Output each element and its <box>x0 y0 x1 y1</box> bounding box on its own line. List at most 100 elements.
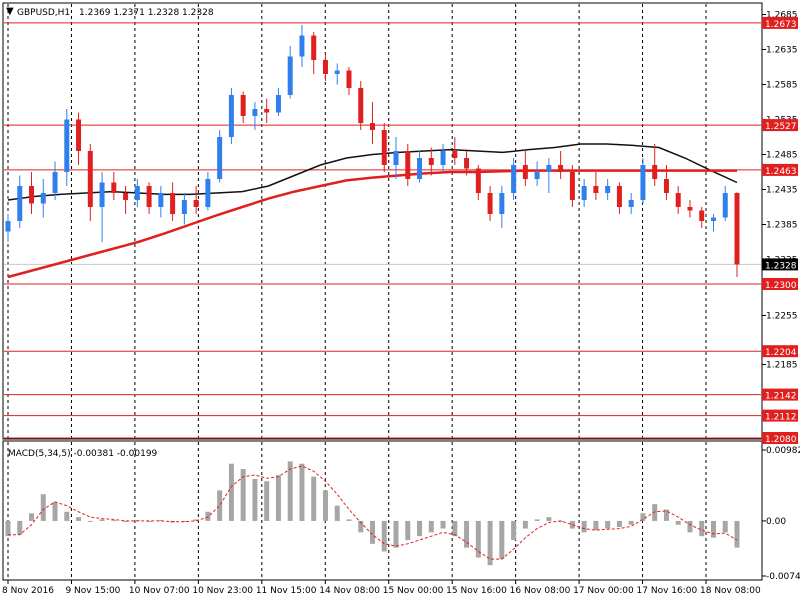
candle-body <box>440 151 446 165</box>
macd-bar <box>181 520 187 522</box>
macd-histogram <box>5 461 740 566</box>
candle-body <box>722 193 728 218</box>
candle-body <box>170 193 176 214</box>
chart-header-ohlc: 1.2369 1.2371 1.2328 1.2328 <box>79 8 214 18</box>
candle-body <box>217 137 223 179</box>
candle-body <box>675 193 681 207</box>
macd-plot-frame <box>2 440 763 581</box>
macd-bar <box>64 511 70 521</box>
macd-bar <box>663 509 669 521</box>
x-tick-label: 9 Nov 15:00 <box>65 586 120 596</box>
level-label: 1.2204 <box>765 348 797 358</box>
candle-body <box>322 60 328 74</box>
macd-bar <box>405 520 411 541</box>
candle-body <box>475 168 481 193</box>
candle-body <box>264 109 270 113</box>
macd-bar <box>322 490 328 521</box>
macd-bar <box>358 520 364 533</box>
candle-body <box>111 182 117 193</box>
macd-bar <box>628 520 634 525</box>
macd-bar <box>428 520 434 533</box>
candle-body <box>428 158 434 165</box>
candle-body <box>710 217 716 221</box>
macd-bar <box>675 520 681 525</box>
macd-bar <box>158 520 164 522</box>
macd-bar <box>581 520 587 533</box>
candle-body <box>405 151 411 179</box>
macd-bar <box>264 481 270 521</box>
candle-body <box>652 165 658 179</box>
candlesticks <box>5 25 740 277</box>
macd-bar <box>687 520 693 533</box>
macd-bar <box>17 520 23 535</box>
macd-y-tick-label: 0.00982 <box>766 446 800 456</box>
macd-bar <box>440 520 446 529</box>
macd-bar <box>40 494 46 521</box>
candle-body <box>205 179 211 207</box>
macd-title: MACD(5,34,5) -0.00381 -0.00199 <box>8 449 158 459</box>
macd-bar <box>593 520 599 531</box>
candle-body <box>417 158 423 179</box>
candle-body <box>511 165 517 193</box>
candle-body <box>499 193 505 214</box>
macd-bar <box>146 520 152 522</box>
macd-bar <box>381 520 387 552</box>
candle-body <box>40 193 46 204</box>
moving-average-line <box>7 143 738 201</box>
level-label-bg <box>762 278 798 290</box>
x-tick-label: 18 Nov 08:00 <box>700 586 761 596</box>
candle-body <box>87 151 93 207</box>
macd-bar <box>334 505 340 521</box>
level-label-bg <box>762 388 798 401</box>
candle-body <box>52 172 58 193</box>
current-price-label-bg <box>762 258 798 271</box>
level-label: 1.2142 <box>765 392 797 402</box>
level-label-bg <box>762 119 798 132</box>
candle-body <box>699 210 705 221</box>
time-axis: 8 Nov 2016 9 Nov 15:00 10 Nov 07:00 10 Nov … <box>2 580 761 596</box>
level-label: 1.2300 <box>765 281 797 291</box>
macd-bar <box>87 520 93 522</box>
macd-bar <box>499 520 505 560</box>
candle-body <box>181 200 187 214</box>
candle-body <box>546 165 552 172</box>
level-label: 1.2673 <box>765 20 797 30</box>
y-tick-label: 1.2255 <box>766 312 798 322</box>
macd-bar <box>217 490 223 521</box>
y-tick-label: 1.2635 <box>766 46 798 56</box>
macd-bar <box>722 520 728 533</box>
candle-body <box>628 200 634 207</box>
macd-bar <box>228 463 234 521</box>
candle-body <box>275 95 281 113</box>
candle-body <box>358 88 364 123</box>
horizontal-levels <box>4 22 761 439</box>
candle-body <box>193 200 199 207</box>
vertical-gridlines <box>7 4 707 580</box>
macd-bar <box>5 520 11 537</box>
x-tick-label: 11 Nov 15:00 <box>256 586 317 596</box>
moving-average-line <box>7 169 737 279</box>
macd-bar <box>699 520 705 537</box>
candle-body <box>381 130 387 165</box>
macd-bar <box>652 504 658 521</box>
candle-body <box>393 151 399 165</box>
level-label: 1.2463 <box>765 167 797 177</box>
level-label: 1.2527 <box>765 122 797 132</box>
macd-bar <box>346 519 352 521</box>
level-label-bg <box>762 163 798 176</box>
macd-bar <box>616 520 622 528</box>
macd-bar <box>487 520 493 566</box>
macd-bar <box>76 517 82 521</box>
candle-body <box>640 165 646 200</box>
candle-body <box>687 207 693 211</box>
level-label: 1.2080 <box>765 435 797 445</box>
candle-body <box>581 186 587 200</box>
candle-body <box>17 186 23 221</box>
candle-body <box>76 119 82 151</box>
candle-body <box>134 186 140 200</box>
macd-bar <box>240 469 246 521</box>
level-label-bg <box>762 432 798 444</box>
candle-body <box>593 186 599 193</box>
